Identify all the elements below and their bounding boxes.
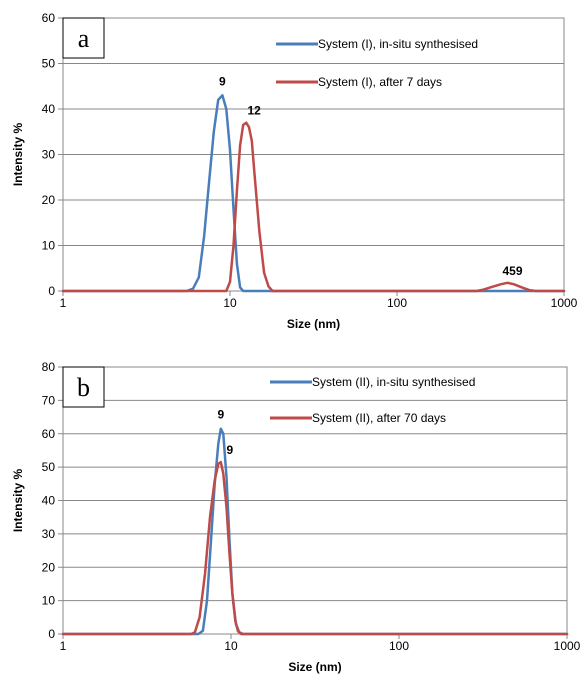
x-tick-label: 10 xyxy=(224,639,238,653)
y-tick-label: 30 xyxy=(42,527,56,541)
x-tick-label: 100 xyxy=(387,296,407,310)
y-tick-label: 40 xyxy=(42,102,56,116)
peak-label: 9 xyxy=(219,74,226,88)
y-tick-label: 50 xyxy=(42,57,56,71)
x-axis-title: Size (nm) xyxy=(287,317,340,331)
y-tick-label: 70 xyxy=(42,393,56,407)
series-line-1 xyxy=(61,94,566,293)
y-axis-title: Intensity % xyxy=(11,469,25,533)
y-tick-label: 10 xyxy=(42,239,56,253)
y-tick-label: 20 xyxy=(42,193,56,207)
y-tick-label: 50 xyxy=(42,460,56,474)
x-tick-label: 10 xyxy=(223,296,237,310)
y-tick-label: 20 xyxy=(42,560,56,574)
y-axis-title: Intensity % xyxy=(11,123,25,187)
x-axis-title: Size (nm) xyxy=(288,660,341,674)
y-tick-label: 40 xyxy=(42,494,56,508)
y-tick-label: 60 xyxy=(42,11,56,25)
y-tick-label: 30 xyxy=(42,148,56,162)
series-line-1 xyxy=(61,427,569,636)
y-tick-label: 0 xyxy=(48,284,55,298)
peak-label: 12 xyxy=(248,104,262,118)
panel-label: a xyxy=(78,24,90,53)
x-tick-label: 1000 xyxy=(554,639,581,653)
y-tick-label: 10 xyxy=(42,594,56,608)
legend-label: System (I), in-situ synthesised xyxy=(318,37,478,51)
chart-panel-b: 0 10 20 30 40 50 60 70 80 1 10 100 1000 Size (nm) Inte… xyxy=(11,360,581,674)
legend-label: System (II), in-situ synthesised xyxy=(312,375,475,389)
x-tick-label: 100 xyxy=(389,639,409,653)
peak-label: 9 xyxy=(226,443,233,457)
x-tick-label: 1 xyxy=(60,639,67,653)
panel-label: b xyxy=(77,373,90,402)
chart-panel-a: 0 10 20 30 40 50 60 1 10 100 1000 Size (nm) Intensit… xyxy=(11,11,578,331)
panel-label-box xyxy=(62,17,105,59)
y-tick-label: 60 xyxy=(42,427,56,441)
series-line-2 xyxy=(61,121,566,293)
panel-label-box xyxy=(62,366,105,408)
series-line-2 xyxy=(61,460,569,636)
x-tick-label: 1 xyxy=(60,296,67,310)
peak-label: 9 xyxy=(217,408,224,422)
legend-label: System (II), after 70 days xyxy=(312,411,446,425)
legend-label: System (I), after 7 days xyxy=(318,75,442,89)
y-tick-label: 80 xyxy=(42,360,56,374)
x-tick-label: 1000 xyxy=(551,296,578,310)
y-tick-label: 0 xyxy=(48,627,55,641)
peak-label: 459 xyxy=(503,264,523,278)
